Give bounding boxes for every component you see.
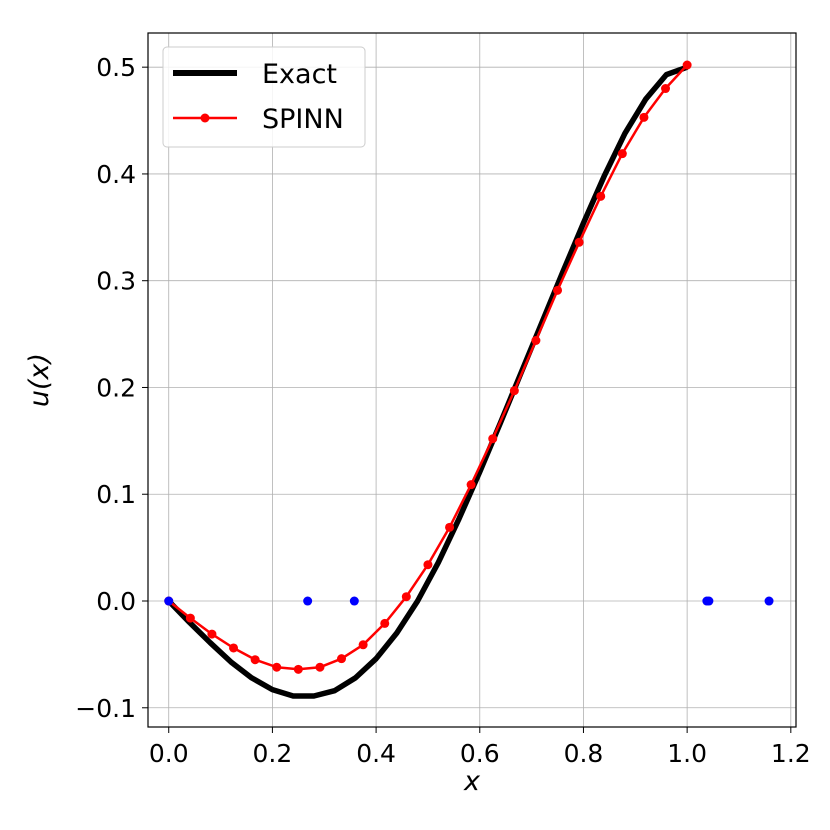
exact-series-line xyxy=(166,64,689,699)
spinn-point xyxy=(617,149,627,159)
x-tick-label: 1.2 xyxy=(771,739,811,768)
y-tick-label: 0.4 xyxy=(96,160,136,189)
node-point xyxy=(164,596,174,606)
x-tick-label: 0.8 xyxy=(564,739,604,768)
spinn-point xyxy=(574,237,584,247)
plot-frame xyxy=(147,32,797,728)
node-point xyxy=(764,596,774,606)
y-axis-title: u(x) xyxy=(24,353,55,407)
spinn-point xyxy=(207,629,217,639)
legend-spinn-marker xyxy=(200,113,210,123)
spinn-point xyxy=(596,191,606,201)
spinn-point xyxy=(185,613,195,623)
spinn-point xyxy=(272,662,282,672)
spinn-point xyxy=(293,664,303,674)
spinn-point xyxy=(401,592,411,602)
x-tick-label: 0.0 xyxy=(149,739,189,768)
y-tick-label: 0.2 xyxy=(96,373,136,402)
y-tick-label: 0.0 xyxy=(96,587,136,616)
spinn-point xyxy=(380,618,390,628)
node-point xyxy=(303,596,313,606)
spinn-point xyxy=(466,480,476,490)
spinn-point xyxy=(509,386,519,396)
spinn-point xyxy=(315,662,325,672)
series-layer xyxy=(164,60,774,699)
spinn-point xyxy=(661,84,671,94)
spinn-point xyxy=(553,285,563,295)
spinn-point xyxy=(639,112,649,122)
spinn-point xyxy=(337,654,347,664)
y-tick-label: −0.1 xyxy=(75,694,136,723)
y-tick-label: 0.3 xyxy=(96,267,136,296)
y-tick-label: 0.5 xyxy=(96,53,136,82)
x-tick-label: 0.4 xyxy=(356,739,396,768)
node-point xyxy=(704,596,714,606)
spinn-point xyxy=(358,640,368,650)
node-point xyxy=(349,596,359,606)
y-tick-label: 0.1 xyxy=(96,480,136,509)
x-tick-label: 0.2 xyxy=(253,739,293,768)
ticks: 0.0 0.2 0.4 0.6 0.8 1.0 1.2 −0.1 0.0 0.1 0.2 0.3 0.4… xyxy=(75,53,810,768)
x-tick-label: 1.0 xyxy=(667,739,707,768)
spinn-point xyxy=(445,522,455,532)
legend-exact-label: Exact xyxy=(262,59,337,90)
spinn-point xyxy=(488,434,498,444)
spinn-point xyxy=(423,560,433,570)
x-axis-title: x xyxy=(463,766,481,797)
spinn-point xyxy=(229,643,239,653)
legend-spinn-label: SPINN xyxy=(262,104,344,135)
legend: Exact SPINN xyxy=(162,46,366,148)
spinn-point xyxy=(682,60,692,70)
spinn-point xyxy=(250,655,260,665)
x-tick-label: 0.6 xyxy=(460,739,500,768)
spinn-point xyxy=(531,335,541,345)
